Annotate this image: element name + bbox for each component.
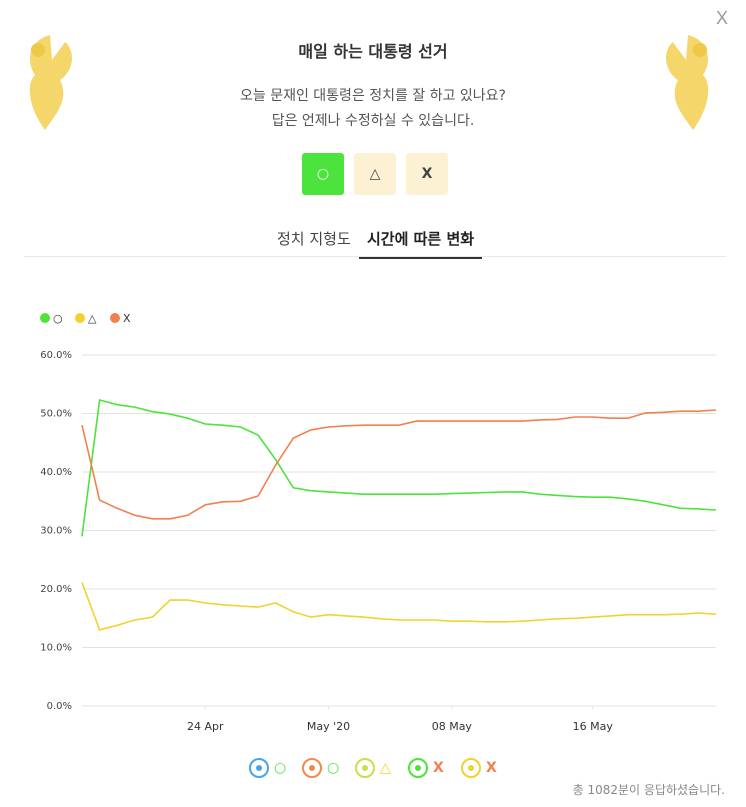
legend-dot xyxy=(75,313,85,323)
animal-icon xyxy=(408,758,428,778)
series-line xyxy=(81,582,717,631)
separator xyxy=(24,256,726,257)
series-line xyxy=(81,398,717,537)
vote-button[interactable]: △ xyxy=(354,153,396,195)
y-tick-label: 20.0% xyxy=(40,584,72,595)
y-tick-label: 10.0% xyxy=(40,643,72,654)
series-line xyxy=(81,409,717,520)
animal-icon xyxy=(468,765,474,771)
icon-mark: X xyxy=(433,760,444,776)
animal-icon xyxy=(256,765,262,771)
icon-mark: ○ xyxy=(327,760,339,776)
footer: 총 1082분이 응답하셨습니다. xyxy=(572,783,725,797)
y-tick-label: 30.0% xyxy=(40,526,72,537)
y-tick-label: 40.0% xyxy=(40,467,72,478)
x-tick-label: 24 Apr xyxy=(187,720,224,733)
animal-icon xyxy=(415,765,421,771)
x-tick-label: May '20 xyxy=(307,720,350,733)
animal-icon xyxy=(249,758,269,778)
vote-button[interactable]: X xyxy=(406,153,448,195)
tab[interactable]: 정치 지형도 xyxy=(277,230,351,248)
y-tick-label: 50.0% xyxy=(40,409,72,420)
y-tick-label: 60.0% xyxy=(40,350,72,361)
subtitle: 답은 언제나 수정하실 수 있습니다. xyxy=(271,113,475,129)
icon-mark: △ xyxy=(380,760,391,776)
title: 매일 하는 대통령 선거 xyxy=(298,42,448,61)
x-tick-label: 16 May xyxy=(573,720,614,733)
decoration-right xyxy=(666,35,709,130)
y-tick-label: 0.0% xyxy=(47,701,72,712)
legend-label: △ xyxy=(88,312,97,325)
chart: 0.0% 10.0% 20.0% 30.0% 40.0% 50.0% 60.0% 24 Apr… xyxy=(40,312,717,733)
legend-dot xyxy=(110,313,120,323)
icon-mark: X xyxy=(486,760,497,776)
tab[interactable]: 시간에 따른 변화 xyxy=(359,228,483,259)
animal-icon xyxy=(309,765,315,771)
legend-label: X xyxy=(123,312,131,325)
animal-icon xyxy=(461,758,481,778)
animal-icon xyxy=(302,758,322,778)
legend-label: ○ xyxy=(53,312,63,325)
legend-dot xyxy=(40,313,50,323)
close-button[interactable]: X xyxy=(715,8,728,28)
subtitle: 오늘 문재인 대통령은 정치를 잘 하고 있나요? xyxy=(240,88,506,104)
icon-legend: ○ ○ △ X X xyxy=(249,758,497,778)
icon-mark: ○ xyxy=(274,760,286,776)
animal-icon xyxy=(355,758,375,778)
vote-button[interactable]: ○ xyxy=(302,153,344,195)
animal-icon xyxy=(362,765,368,771)
decoration-left xyxy=(29,35,72,130)
x-tick-label: 08 May xyxy=(432,720,473,733)
